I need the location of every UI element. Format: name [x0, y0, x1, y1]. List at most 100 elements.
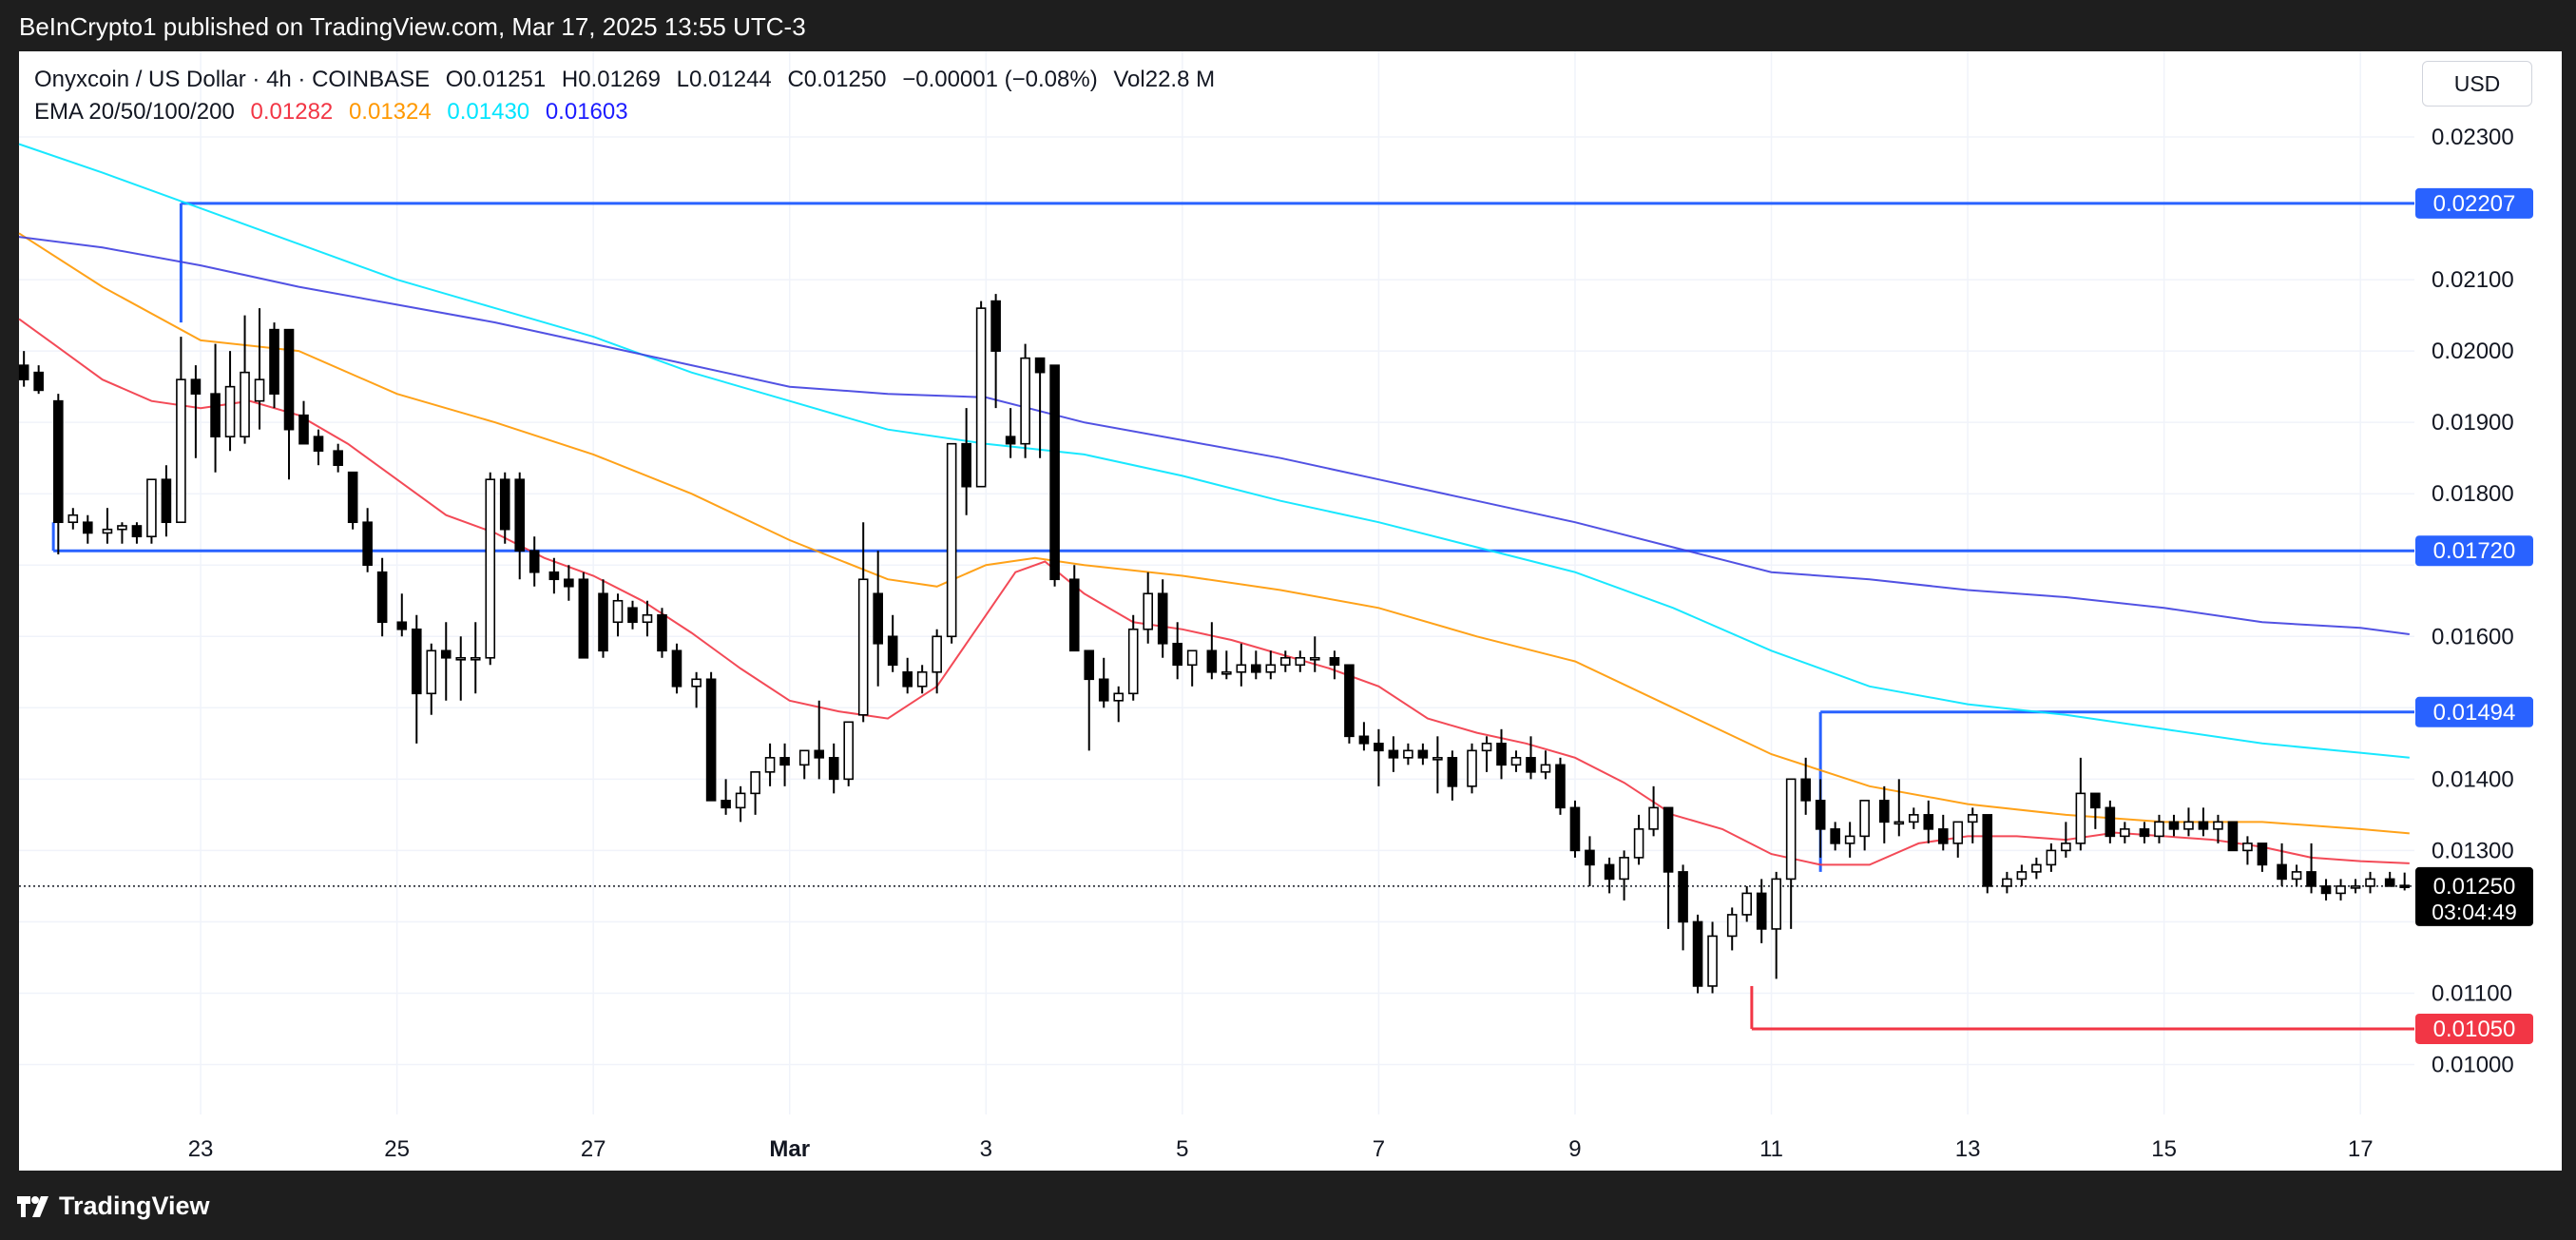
candle-down [779, 743, 790, 786]
candle-body [131, 525, 143, 538]
candle-body [2046, 849, 2057, 866]
candle-up [642, 600, 653, 637]
candle-up [798, 749, 810, 780]
candle-body [240, 371, 250, 437]
candle-body [1859, 800, 1870, 838]
candle-body [514, 478, 526, 552]
candle-body [1417, 749, 1429, 759]
candle-up [470, 622, 481, 694]
candle-up [750, 771, 760, 815]
candle-down [190, 365, 202, 458]
candle-down [2168, 814, 2180, 837]
candle-up [1908, 807, 1919, 829]
candle-body [1633, 828, 1644, 859]
axes: 0.02300 0.02100 0.02000 0.01900 0.01800 0.016… [188, 125, 2533, 1162]
y-tick-label: 0.02100 [2432, 267, 2514, 293]
candle-down [1388, 736, 1399, 772]
level-price-label: 0.02207 [2433, 191, 2516, 217]
candle-down [362, 508, 373, 572]
candle-down [1937, 814, 1949, 851]
candle-down [1604, 857, 1615, 894]
candle-body [857, 578, 869, 716]
candle-up [1403, 743, 1413, 765]
candle-down [1815, 779, 1826, 858]
candle-body [627, 607, 638, 624]
candle-body [440, 649, 452, 659]
candle-up [843, 721, 855, 786]
candle-body [2350, 885, 2361, 889]
volume: Vol22.8 M [1113, 67, 1216, 92]
candle-body [1127, 628, 1139, 695]
y-tick-label: 0.01000 [2432, 1052, 2514, 1077]
candle-down [33, 365, 44, 395]
candle-down [828, 743, 839, 794]
ema100-value: 0.01430 [447, 99, 530, 125]
candle-body [1344, 664, 1355, 738]
candle-body [18, 364, 29, 380]
candle-down [1496, 728, 1507, 780]
candle-down [2139, 822, 2150, 843]
candle-up [1894, 779, 1905, 837]
candle-up [1279, 650, 1291, 672]
candle-body [67, 513, 79, 524]
candle-up [2016, 864, 2028, 886]
candle-body [916, 670, 928, 688]
candle-body [1447, 757, 1458, 787]
level-price-tag [2415, 696, 2533, 727]
candle-body [1815, 800, 1826, 830]
ema-legend[interactable]: EMA 20/50/100/200 0.01282 0.01324 0.0143… [34, 99, 638, 126]
candle-body [2399, 884, 2410, 888]
candle-up [857, 522, 869, 723]
y-tick-label: 0.01600 [2432, 624, 2514, 649]
candle-up [1859, 800, 1870, 851]
candle-down [1251, 650, 1261, 680]
ema-line-ema50 [18, 232, 2410, 835]
candle-up [1967, 807, 1978, 843]
candle-body [2257, 843, 2268, 866]
candle-up [102, 508, 113, 544]
symbol-name[interactable]: Onyxcoin / US Dollar · 4h · COINBASE [34, 67, 431, 92]
y-tick-label: 0.01400 [2432, 766, 2514, 792]
candle-down [1358, 722, 1370, 751]
candle-up [67, 508, 79, 530]
candle-down [269, 322, 279, 409]
candle-body [254, 378, 265, 402]
candle-body [843, 721, 855, 781]
x-tick-label: 5 [1176, 1136, 1188, 1162]
candle-body [1878, 800, 1890, 823]
candle-down [440, 622, 452, 701]
candle-body [828, 757, 839, 781]
candle-down [1068, 565, 1080, 652]
ohlc-low: L0.01244 [676, 67, 772, 92]
candle-up [1467, 743, 1477, 794]
candle-body [117, 525, 127, 531]
candle-up [2075, 757, 2086, 851]
candle-body [1619, 857, 1629, 881]
candle-down [1678, 864, 1688, 951]
candle-body [529, 550, 540, 573]
candle-body [2277, 863, 2287, 881]
candle-up [1127, 614, 1139, 701]
candle-down [210, 343, 221, 473]
candle-up [2183, 807, 2194, 837]
chart-panel[interactable] [19, 51, 2562, 1171]
candle-down [902, 657, 913, 694]
candle-up [612, 593, 624, 637]
x-tick-label: 3 [980, 1136, 992, 1162]
candle-body [1143, 592, 1154, 630]
candle-down [396, 593, 408, 637]
candle-down [1555, 757, 1566, 815]
currency-button[interactable]: USD [2422, 61, 2532, 107]
candle-up [1265, 650, 1277, 680]
candle-body [1678, 871, 1688, 923]
candle-up [2046, 843, 2057, 872]
tradingview-logo[interactable]: TradingView [17, 1192, 210, 1221]
candle-down [990, 294, 1001, 409]
candle-body [2384, 878, 2395, 887]
candle-down [18, 351, 29, 387]
candle-body [1555, 764, 1566, 809]
candle-body [1388, 749, 1399, 759]
candle-down [131, 522, 143, 544]
footer-bar: TradingView [0, 1171, 2576, 1240]
